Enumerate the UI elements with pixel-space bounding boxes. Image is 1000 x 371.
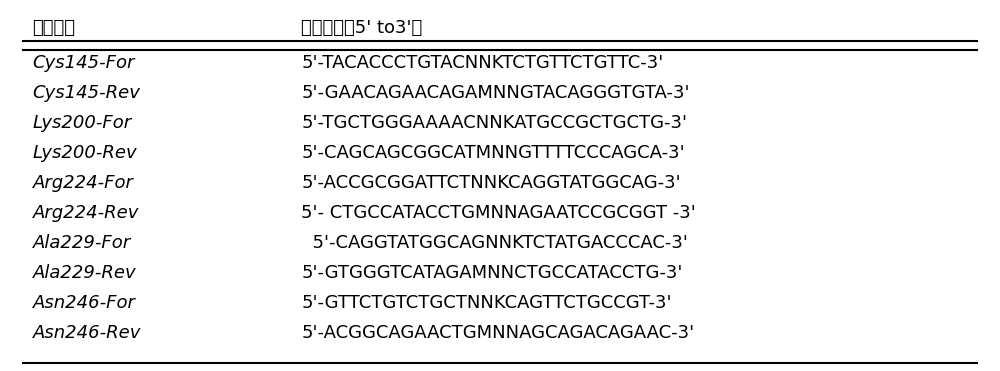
Text: 5'-GTGGGTCATAGAMNNCTGCCATACCTG-3': 5'-GTGGGTCATAGAMNNCTGCCATACCTG-3' xyxy=(301,264,682,282)
Text: 5'-CAGGTATGGCAGNNKTCTATGACCCAC-3': 5'-CAGGTATGGCAGNNKTCTATGACCCAC-3' xyxy=(301,234,688,252)
Text: Asn246-For: Asn246-For xyxy=(33,294,135,312)
Text: 5'-GTTCTGTCTGCTNNKCAGTTCTGCCGT-3': 5'-GTTCTGTCTGCTNNKCAGTTCTGCCGT-3' xyxy=(301,294,672,312)
Text: Lys200-Rev: Lys200-Rev xyxy=(33,144,137,162)
Text: 引物序列（5' to3'）: 引物序列（5' to3'） xyxy=(301,19,422,37)
Text: 5'- CTGCCATACCTGMNNAGAATCCGCGGT -3': 5'- CTGCCATACCTGMNNAGAATCCGCGGT -3' xyxy=(301,204,696,222)
Text: Arg224-Rev: Arg224-Rev xyxy=(33,204,139,222)
Text: 5'-ACCGCGGATTCTNNKCAGGTATGGCAG-3': 5'-ACCGCGGATTCTNNKCAGGTATGGCAG-3' xyxy=(301,174,681,192)
Text: 5'-TACACCCTGTACNNKTCTGTTCTGTTC-3': 5'-TACACCCTGTACNNKTCTGTTCTGTTC-3' xyxy=(301,54,663,72)
Text: Cys145-For: Cys145-For xyxy=(33,54,135,72)
Text: 5'-ACGGCAGAACTGMNNAGCAGACAGAAC-3': 5'-ACGGCAGAACTGMNNAGCAGACAGAAC-3' xyxy=(301,324,694,342)
Text: Ala229-Rev: Ala229-Rev xyxy=(33,264,136,282)
Text: 5'-CAGCAGCGGCATMNNGTTTTCCCAGCA-3': 5'-CAGCAGCGGCATMNNGTTTTCCCAGCA-3' xyxy=(301,144,685,162)
Text: 引物名称: 引物名称 xyxy=(33,19,76,37)
Text: Arg224-For: Arg224-For xyxy=(33,174,133,192)
Text: Asn246-Rev: Asn246-Rev xyxy=(33,324,141,342)
Text: Cys145-Rev: Cys145-Rev xyxy=(33,84,140,102)
Text: 5'-TGCTGGGAAAACNNKATGCCGCTGCTG-3': 5'-TGCTGGGAAAACNNKATGCCGCTGCTG-3' xyxy=(301,114,687,132)
Text: Lys200-For: Lys200-For xyxy=(33,114,132,132)
Text: Ala229-For: Ala229-For xyxy=(33,234,131,252)
Text: 5'-GAACAGAACAGAMNNGTACAGGGTGTA-3': 5'-GAACAGAACAGAMNNGTACAGGGTGTA-3' xyxy=(301,84,690,102)
